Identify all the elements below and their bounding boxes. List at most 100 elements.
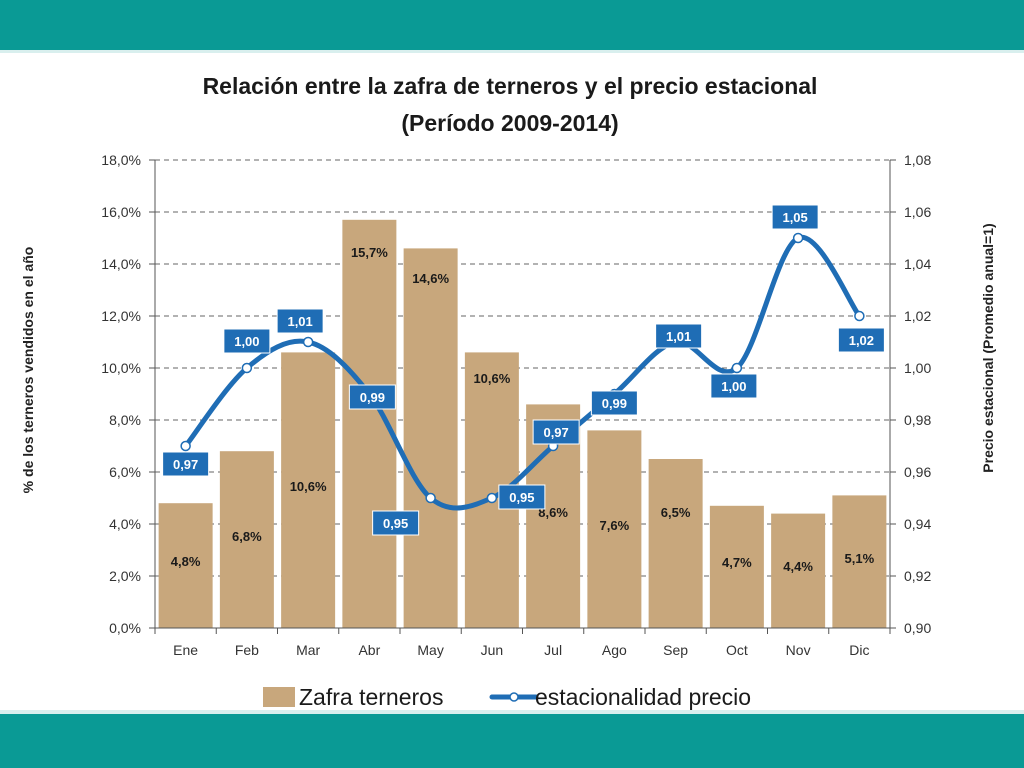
y-tick-label-right: 0,92	[904, 568, 931, 584]
price-label: 1,00	[721, 379, 746, 394]
y-tick-label-right: 0,96	[904, 464, 931, 480]
grid-lines	[155, 159, 890, 577]
chart-subtitle: (Período 2009-2014)	[401, 110, 618, 136]
legend-swatch-marker	[509, 692, 519, 702]
bar-label: 4,7%	[722, 555, 752, 570]
price-label: 1,01	[287, 314, 312, 329]
data-labels: 4,8% 6,8% 10,6% 15,7% 14,6% 10,6% 8,6% 7,6% 6,5%…	[162, 204, 885, 574]
y-tick-label-left: 8,0%	[109, 412, 141, 428]
price-label-box	[223, 328, 271, 354]
axes: 0,0% 0,90 2,0% 0,92 4,0% 0,94 6,0% 0,96 8,0% 0,98…	[101, 152, 931, 658]
bar-label: 6,8%	[232, 529, 262, 544]
price-label: 1,02	[849, 333, 874, 348]
price-point	[486, 492, 498, 504]
price-label-box	[372, 510, 420, 536]
y-tick-label-left: 18,0%	[101, 152, 141, 168]
x-tick-label: Oct	[726, 642, 748, 658]
x-tick-label: May	[417, 642, 443, 658]
price-label-box	[162, 451, 210, 477]
y-axis-label-right: Precio estacional (Promedio anual=1)	[980, 223, 996, 472]
x-tick-label: Ene	[173, 642, 198, 658]
chart-title: Relación entre la zafra de terneros y el…	[203, 73, 818, 99]
bar-label: 10,6%	[290, 479, 327, 494]
bar	[832, 495, 887, 628]
y-tick-label-left: 0,0%	[109, 620, 141, 636]
y-tick-label-left: 12,0%	[101, 308, 141, 324]
legend-label-bars: Zafra terneros	[299, 684, 443, 710]
price-label: 0,97	[543, 425, 568, 440]
bar-label: 8,6%	[538, 505, 568, 520]
y-axis-label-left: % de los terneros vendidos en el año	[20, 247, 36, 494]
y-tick-label-right: 0,90	[904, 620, 931, 636]
bar	[587, 430, 642, 628]
bar	[219, 451, 274, 628]
price-label: 1,00	[234, 334, 259, 349]
price-label: 0,97	[173, 457, 198, 472]
bars	[158, 219, 887, 629]
price-label-box	[590, 390, 638, 416]
price-point	[425, 492, 436, 504]
x-tick-label: Abr	[358, 642, 380, 658]
bar	[281, 352, 336, 628]
price-label-box	[532, 419, 580, 445]
bottom-band	[0, 714, 1024, 768]
price-label: 0,99	[602, 396, 627, 411]
price-label-box	[710, 373, 758, 399]
y-tick-label-right: 1,06	[904, 204, 931, 220]
y-tick-label-left: 16,0%	[101, 204, 141, 220]
bar-label: 14,6%	[412, 271, 449, 286]
bar	[648, 459, 703, 628]
bar-label: 4,4%	[783, 559, 813, 574]
top-band-divider	[0, 50, 1024, 53]
bottom-band-divider	[0, 710, 1024, 714]
legend: Zafra terneros estacionalidad precio	[263, 684, 751, 710]
y-tick-label-left: 6,0%	[109, 464, 141, 480]
y-tick-label-right: 1,04	[904, 256, 931, 272]
bar-label: 5,1%	[845, 551, 875, 566]
price-point	[854, 310, 865, 322]
bar	[158, 503, 213, 628]
bar-label: 10,6%	[473, 371, 510, 386]
price-label-box	[771, 204, 819, 230]
price-label-box	[498, 484, 546, 510]
y-tick-label-right: 0,94	[904, 516, 931, 532]
y-tick-label-right: 0,98	[904, 412, 931, 428]
y-tick-label-right: 1,00	[904, 360, 931, 376]
x-tick-label: Nov	[786, 642, 811, 658]
price-label-box	[348, 384, 396, 410]
price-label: 0,95	[509, 490, 534, 505]
bar	[709, 505, 764, 628]
price-label-box	[837, 327, 885, 353]
bar	[771, 513, 826, 628]
legend-label-line: estacionalidad precio	[535, 684, 751, 710]
y-tick-label-left: 4,0%	[109, 516, 141, 532]
y-tick-label-right: 1,08	[904, 152, 931, 168]
bar-label: 15,7%	[351, 245, 388, 260]
price-label: 0,95	[383, 516, 408, 531]
y-tick-label-left: 2,0%	[109, 568, 141, 584]
price-label: 1,01	[666, 329, 691, 344]
price-point	[180, 440, 191, 452]
x-tick-label: Jul	[544, 642, 562, 658]
y-tick-label-right: 1,02	[904, 308, 931, 324]
price-label-box	[655, 323, 703, 349]
bar-label: 6,5%	[661, 505, 691, 520]
price-label: 1,05	[782, 210, 807, 225]
price-label: 0,99	[360, 390, 385, 405]
x-tick-label: Jun	[481, 642, 504, 658]
legend-swatch-bars	[263, 687, 295, 707]
top-band	[0, 0, 1024, 50]
y-tick-label-left: 14,0%	[101, 256, 141, 272]
bar-label: 4,8%	[171, 554, 201, 569]
x-tick-label: Ago	[602, 642, 627, 658]
price-point	[792, 232, 804, 244]
price-point	[731, 362, 743, 374]
bar-label: 7,6%	[600, 518, 630, 533]
bar	[403, 248, 458, 628]
price-label-box	[276, 308, 324, 334]
y-tick-label-left: 10,0%	[101, 360, 141, 376]
x-tick-label: Sep	[663, 642, 688, 658]
x-tick-label: Dic	[849, 642, 869, 658]
price-point	[241, 362, 253, 374]
